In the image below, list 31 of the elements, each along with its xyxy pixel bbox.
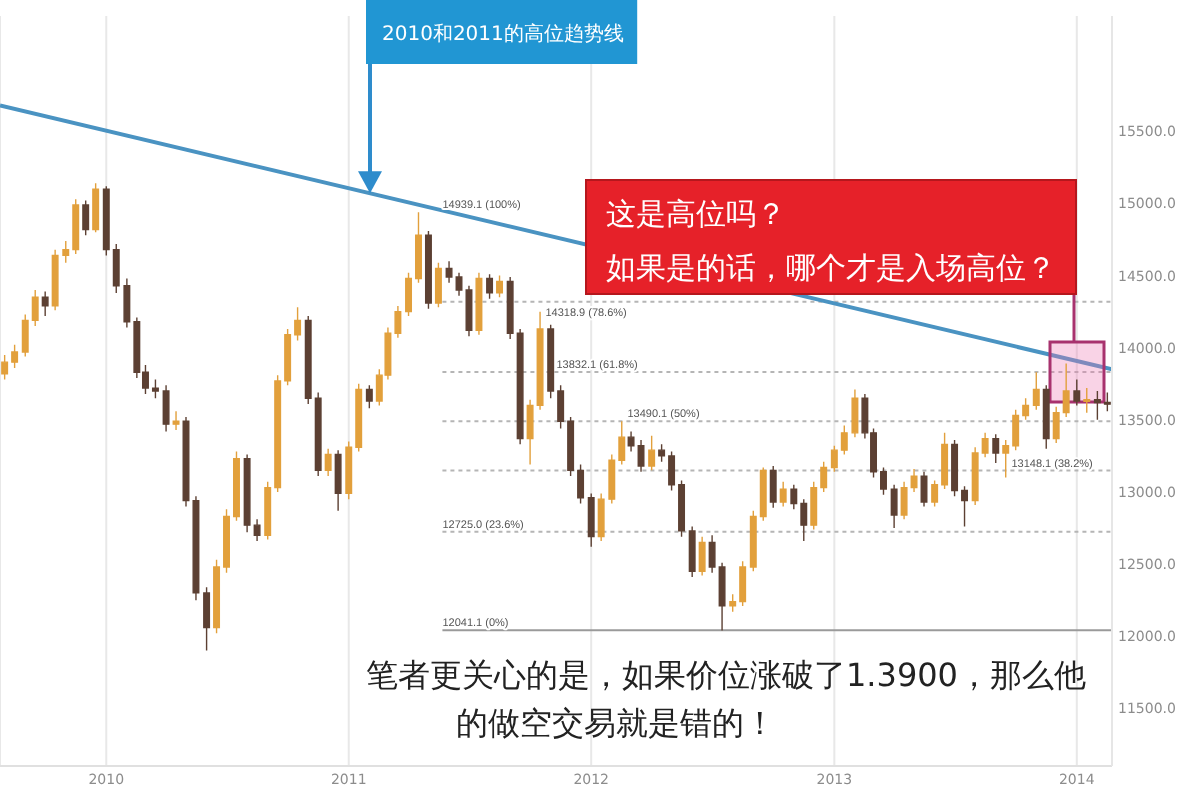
candlestick <box>475 272 483 336</box>
candlestick <box>648 435 656 472</box>
candlestick <box>992 433 1000 464</box>
candlestick <box>162 384 170 433</box>
candlestick <box>1042 384 1050 450</box>
candlestick <box>334 449 342 512</box>
candlestick <box>172 410 180 431</box>
candlestick <box>587 492 595 548</box>
candlestick <box>434 261 442 309</box>
candlestick <box>41 290 49 317</box>
candlestick <box>688 525 696 578</box>
candlestick <box>920 471 928 508</box>
candlestick <box>769 465 777 509</box>
candlestick <box>1073 378 1081 407</box>
candlestick <box>92 182 100 234</box>
candlestick <box>82 199 90 236</box>
candlestick <box>203 586 211 652</box>
annotation: 这是高位吗？ <box>606 196 786 232</box>
candlestick <box>486 273 494 300</box>
annotation: 如果是的话，哪个才是入场高位？ <box>606 250 1056 286</box>
annotation: 笔者更关心的是，如果价位涨破了1.3900，那么他的做空交易就是错的！ <box>366 656 1086 742</box>
candlestick <box>1083 387 1091 414</box>
candlestick <box>779 481 787 508</box>
candlestick <box>496 274 504 298</box>
candlestick <box>324 447 332 477</box>
candlestick <box>365 384 373 410</box>
candlestick <box>698 535 706 577</box>
candlestick <box>1032 371 1040 411</box>
annotation: 2010和2011的高位趋势线 <box>382 22 624 46</box>
candlestick <box>424 230 432 310</box>
candlestick <box>890 484 898 529</box>
